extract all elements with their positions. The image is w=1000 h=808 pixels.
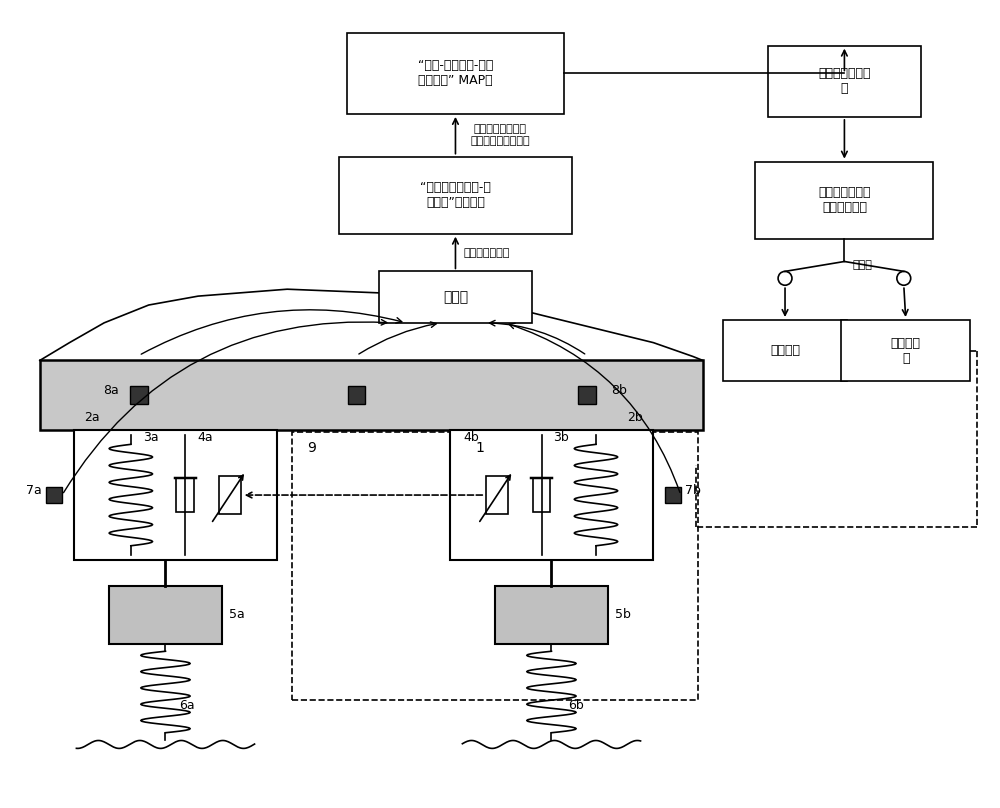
Bar <box>841 320 970 381</box>
Text: 5a: 5a <box>229 608 245 621</box>
Bar <box>533 478 550 512</box>
Bar <box>46 487 62 503</box>
Bar <box>495 586 608 643</box>
Text: “车速-路面等级-主要
激振频率” MAP图: “车速-路面等级-主要 激振频率” MAP图 <box>418 60 493 87</box>
Text: 7a: 7a <box>26 484 42 497</box>
Bar <box>348 386 365 404</box>
Text: 8a: 8a <box>103 384 119 397</box>
Text: 3b: 3b <box>553 431 569 444</box>
Text: “车辆动力学响应-路
面等级”聚类模型: “车辆动力学响应-路 面等级”聚类模型 <box>420 181 491 209</box>
Bar <box>723 320 847 381</box>
Text: 6a: 6a <box>179 700 195 713</box>
Text: 4b: 4b <box>463 431 479 444</box>
Text: 不同频域范围的
阵尼调节策略: 不同频域范围的 阵尼调节策略 <box>818 186 871 214</box>
Bar <box>379 271 532 323</box>
Text: 1: 1 <box>476 440 485 455</box>
Text: 低频控制: 低频控制 <box>770 344 800 357</box>
Bar <box>768 46 921 117</box>
Bar <box>486 476 508 514</box>
Text: 2a: 2a <box>84 411 99 424</box>
Bar <box>74 430 277 561</box>
Text: 路面主要激振频
率: 路面主要激振频 率 <box>818 67 871 95</box>
Text: 可切换: 可切换 <box>852 260 872 271</box>
Bar <box>339 157 572 234</box>
Bar <box>40 360 703 430</box>
Bar <box>665 487 681 503</box>
Text: 8b: 8b <box>611 384 627 397</box>
Bar <box>450 430 653 561</box>
Bar <box>292 431 698 700</box>
Bar <box>347 33 564 114</box>
Text: 9: 9 <box>308 440 316 455</box>
Bar <box>755 162 933 238</box>
Bar <box>578 386 596 404</box>
Bar <box>176 478 194 512</box>
Text: 2b: 2b <box>627 411 643 424</box>
Text: 中高频控
制: 中高频控 制 <box>891 337 921 364</box>
Text: 传感器: 传感器 <box>443 290 468 304</box>
Text: 3a: 3a <box>143 431 158 444</box>
Text: 路面等级（基于模
型的在线快速计算）: 路面等级（基于模 型的在线快速计算） <box>470 124 530 146</box>
Bar <box>130 386 148 404</box>
Text: 5b: 5b <box>615 608 631 621</box>
Text: 4a: 4a <box>197 431 213 444</box>
Text: 车辆动力学响应: 车辆动力学响应 <box>463 247 510 258</box>
Bar <box>219 476 241 514</box>
Text: 7b: 7b <box>685 484 701 497</box>
Text: 6b: 6b <box>568 700 584 713</box>
Bar <box>109 586 222 643</box>
